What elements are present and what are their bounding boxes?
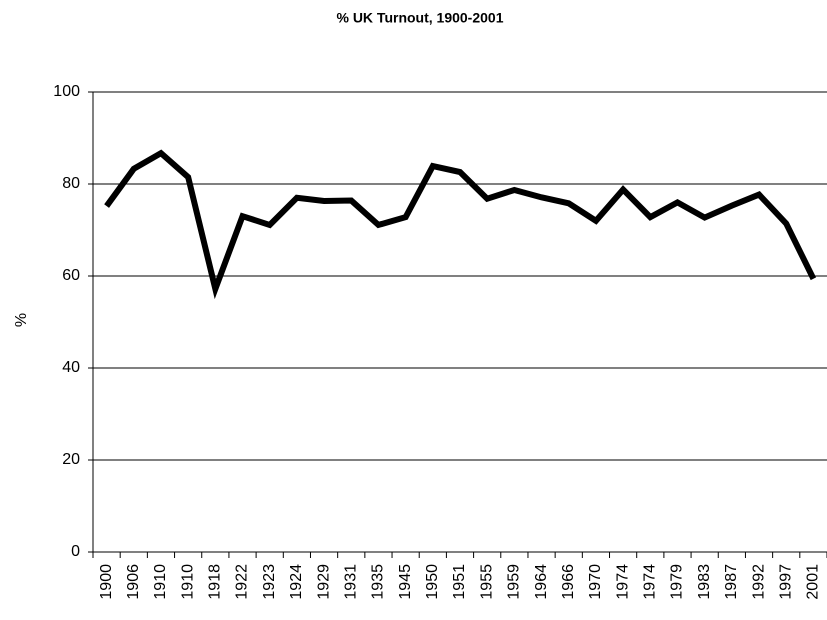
- y-axis-label: %: [13, 313, 30, 327]
- chart-title: % UK Turnout, 1900-2001: [336, 10, 503, 26]
- y-tick-label: 60: [62, 267, 80, 284]
- x-tick-label: 1955: [478, 564, 495, 600]
- x-tick-label: 1987: [723, 564, 740, 600]
- y-tick-label: 80: [62, 175, 80, 192]
- x-tick-label: 1950: [424, 564, 441, 600]
- x-tick-label: 1918: [207, 564, 224, 600]
- x-tick-label: 1974: [614, 564, 631, 600]
- x-tick-label: 1910: [152, 564, 169, 600]
- x-tick-label: 1992: [750, 564, 767, 600]
- x-tick-label: 1929: [315, 564, 332, 600]
- line-series: [104, 149, 817, 300]
- x-tick-label: 1924: [288, 564, 305, 600]
- x-tick-label: 1906: [125, 564, 142, 600]
- x-tick-label: 1979: [669, 564, 686, 600]
- x-tick-label: 1945: [397, 564, 414, 600]
- x-tick-label: 1910: [179, 564, 196, 600]
- x-tick-label: 1935: [370, 564, 387, 600]
- y-tick-label: 40: [62, 359, 80, 376]
- y-tick-label: 20: [62, 451, 80, 468]
- x-tick-label: 1959: [506, 564, 523, 600]
- y-tick-label: 100: [53, 83, 80, 100]
- x-tick-label: 1983: [696, 564, 713, 600]
- x-tick-label: 1997: [777, 564, 794, 600]
- x-tick-label: 1966: [560, 564, 577, 600]
- x-tick-label: 2001: [805, 564, 822, 600]
- x-tick-label: 1974: [642, 564, 659, 600]
- x-tick-label: 1922: [234, 564, 251, 600]
- x-tick-label: 1964: [533, 564, 550, 600]
- y-tick-label: 0: [71, 543, 80, 560]
- x-tick-label: 1900: [98, 564, 115, 600]
- x-tick-label: 1923: [261, 564, 278, 600]
- x-tick-label: 1970: [587, 564, 604, 600]
- x-tick-label: 1951: [451, 564, 468, 600]
- x-tick-label: 1931: [342, 564, 359, 600]
